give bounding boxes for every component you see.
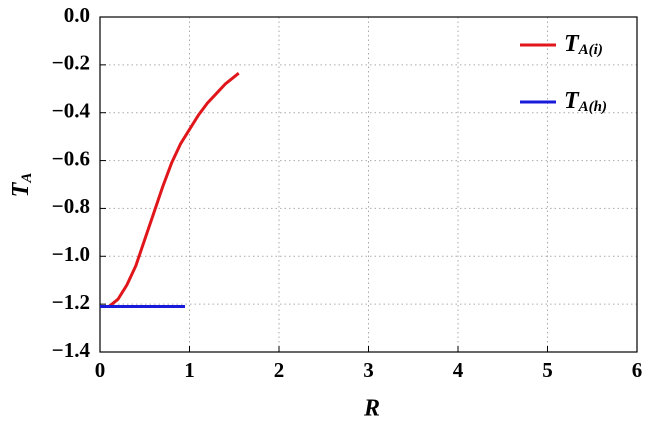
y-tick-label: −0.6 [52, 146, 90, 170]
legend-label: TA(h) [564, 88, 607, 116]
x-tick-label: 3 [363, 358, 374, 382]
x-tick-label: 0 [95, 358, 106, 382]
y-tick-label: −0.4 [52, 99, 91, 123]
plot-frame [99, 16, 638, 353]
x-tick-label: 4 [453, 358, 464, 382]
y-tick-label: 0.0 [64, 3, 90, 27]
y-tick-label: −1.4 [52, 338, 91, 362]
y-tick-label: −0.8 [52, 194, 90, 218]
legend-label: TA(i) [564, 31, 603, 59]
x-axis-title: R [363, 396, 380, 422]
line [104, 72, 240, 309]
y-tick-label: −0.2 [52, 51, 90, 75]
y-tick-label: −1.2 [52, 290, 90, 314]
x-tick-label: 6 [632, 358, 643, 382]
x-tick-label: 5 [542, 358, 553, 382]
y-axis-title: TA [8, 173, 36, 198]
x-tick-label: 2 [274, 358, 285, 382]
x-tick-label: 1 [184, 358, 195, 382]
y-tick-label: −1.0 [52, 242, 90, 266]
